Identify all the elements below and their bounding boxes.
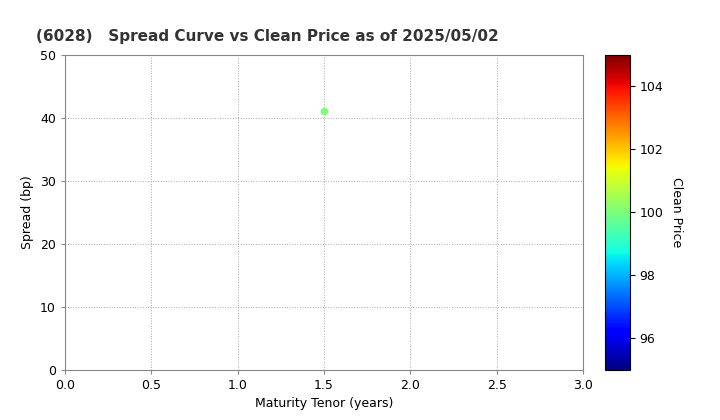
Y-axis label: Clean Price: Clean Price: [670, 177, 683, 247]
X-axis label: Maturity Tenor (years): Maturity Tenor (years): [255, 397, 393, 410]
Text: (6028)   Spread Curve vs Clean Price as of 2025/05/02: (6028) Spread Curve vs Clean Price as of…: [36, 29, 499, 45]
Y-axis label: Spread (bp): Spread (bp): [21, 175, 35, 249]
Point: [318, 108, 330, 115]
